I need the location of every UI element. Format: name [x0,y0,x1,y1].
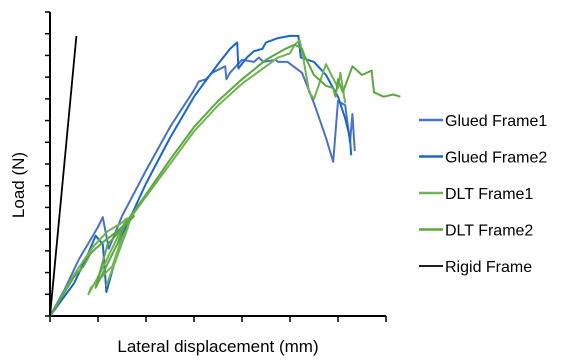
legend-item: Glued Frame1 [419,113,547,130]
y-ticks [45,11,50,317]
legend-item: DLT Frame2 [419,223,533,240]
legend-label: Glued Frame2 [445,150,547,167]
legend-item: Rigid Frame [419,259,532,276]
legend-item: Glued Frame2 [419,150,547,167]
legend-label: DLT Frame1 [445,186,533,203]
legend: Glued Frame1 Glued Frame2 DLT Frame1 DLT Fr… [419,113,547,276]
series-layer [49,34,401,317]
x-axis-title: Lateral displacement (mm) [117,337,318,356]
series-line-glued-frame1 [49,56,356,317]
series-line-dlt-frame2 [49,43,401,317]
series-line-glued-frame2 [49,34,353,317]
legend-label: Rigid Frame [445,259,532,276]
legend-label: DLT Frame2 [445,223,533,240]
legend-item: DLT Frame1 [419,186,533,203]
series-line-rigid-frame [49,35,78,317]
series-line-dlt-frame1 [49,39,347,317]
legend-label: Glued Frame1 [445,113,547,130]
x-ticks [49,316,387,322]
axes [45,11,387,322]
y-axis-title: Load (N) [9,152,28,218]
